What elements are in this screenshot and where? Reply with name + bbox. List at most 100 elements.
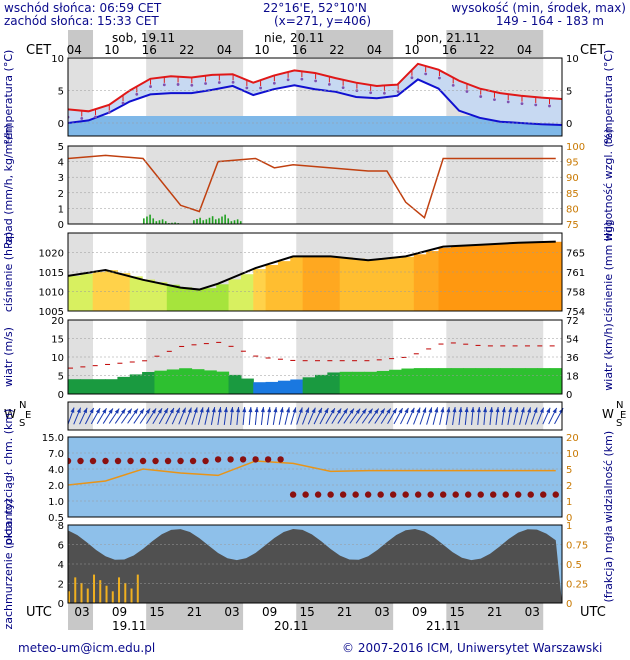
precip-bar bbox=[143, 218, 145, 224]
wind-direction-arrow bbox=[413, 407, 421, 425]
tick-label-left: 3 bbox=[58, 173, 64, 184]
hour-label-top: 10 bbox=[404, 43, 419, 57]
cloud-base-dot bbox=[314, 491, 322, 498]
tick-label-right: 80 bbox=[566, 204, 579, 215]
cloud-layer bbox=[68, 528, 562, 603]
day-label-top-3: pon, 21.11 bbox=[416, 31, 481, 45]
tick-label-left: 5 bbox=[58, 87, 64, 98]
wind-direction-arrow bbox=[519, 407, 525, 425]
day-label-top-1: sob, 19.11 bbox=[112, 31, 175, 45]
cloud-base-dot bbox=[515, 491, 522, 498]
wind-speed-fill bbox=[327, 372, 341, 394]
cloud-base-dot bbox=[189, 457, 197, 465]
wind-speed-fill bbox=[413, 368, 427, 394]
tick-label-left: 1020 bbox=[39, 249, 64, 260]
cloud-base-dot bbox=[214, 456, 222, 463]
pressure-fill bbox=[524, 242, 538, 311]
compass-w-left: W bbox=[4, 407, 16, 421]
perceived-temp-dot bbox=[506, 100, 510, 104]
wind-direction-arrow bbox=[204, 407, 210, 425]
wind-direction-arrow bbox=[248, 406, 253, 426]
wind-direction-arrow bbox=[67, 407, 75, 425]
precip-bar bbox=[193, 220, 195, 224]
compass-s-right: S bbox=[616, 418, 622, 429]
pressure-line bbox=[68, 240, 556, 291]
visibility-line bbox=[68, 460, 556, 486]
wind-direction-arrow bbox=[90, 407, 101, 425]
wind-direction-arrow bbox=[158, 407, 169, 425]
perceived-temp-dot bbox=[451, 83, 455, 87]
footer-copyright: © 2007-2016 ICM, Uniwersytet Warszawski bbox=[342, 641, 602, 655]
compass-s-left: S bbox=[19, 418, 25, 429]
temp-axis-label-right: temperatura (°C) bbox=[602, 50, 615, 145]
wind-direction-arrow bbox=[296, 407, 303, 425]
wind-direction-arrow bbox=[284, 407, 291, 425]
precip-bar bbox=[239, 221, 242, 224]
hour-label-bottom: 03 bbox=[525, 605, 540, 619]
pressure-axis-label-left: ciśnienie (hPa) bbox=[2, 232, 15, 312]
wind-direction-arrow bbox=[152, 408, 163, 424]
wind-direction-arrow bbox=[210, 407, 216, 425]
tick-label-left: 1010 bbox=[39, 288, 64, 299]
wind-direction-arrow bbox=[184, 407, 192, 425]
wind-speed-fill bbox=[80, 379, 94, 394]
pressure-fill bbox=[105, 270, 118, 311]
compass-e-right: E bbox=[620, 410, 626, 421]
precip-bar bbox=[230, 221, 233, 224]
wind-speed-fill bbox=[463, 368, 477, 394]
cloud-base-dot bbox=[552, 491, 559, 498]
wind-speed-fill bbox=[166, 369, 180, 394]
fog-axis-label-right: (frakcja) mgła bbox=[602, 526, 615, 603]
hour-label-top: 16 bbox=[292, 43, 307, 57]
fog-bar bbox=[105, 585, 108, 603]
timezone-top: CET bbox=[26, 43, 51, 58]
wind-speed-fill bbox=[364, 371, 378, 394]
pressure-fill bbox=[253, 269, 267, 311]
wind-direction-arrow bbox=[361, 408, 373, 424]
wind-direction-arrow bbox=[476, 406, 481, 426]
tick-label-right: 0 bbox=[566, 119, 572, 130]
wind-direction-arrow bbox=[79, 407, 88, 425]
perceived-temp-dot bbox=[369, 91, 373, 95]
tick-label-left: 5 bbox=[58, 142, 64, 153]
tick-label-left: 20 bbox=[51, 316, 64, 327]
pressure-fill bbox=[413, 254, 427, 311]
wind-direction-arrow bbox=[445, 407, 451, 425]
wind-direction-arrow bbox=[236, 406, 241, 426]
perceived-temp-dot bbox=[135, 92, 139, 96]
wind-speed-fill bbox=[203, 370, 217, 394]
perceived-temp-dot bbox=[465, 90, 469, 93]
cloud-base-dot bbox=[114, 457, 122, 465]
elevation-label: wysokość (min, środek, max) bbox=[451, 1, 626, 15]
cloud-base-dot bbox=[452, 491, 459, 498]
tick-label-left: 0 bbox=[58, 119, 64, 130]
wind-speed-fill bbox=[475, 368, 489, 394]
tick-label-right: 1 bbox=[566, 521, 572, 532]
pressure-fill bbox=[80, 273, 94, 311]
pressure-fill bbox=[475, 244, 489, 311]
wind-speed-fill bbox=[315, 374, 328, 394]
wind-speed-fill bbox=[339, 371, 353, 394]
tick-label-left: 6 bbox=[58, 541, 64, 552]
tick-label-left: 1015 bbox=[39, 268, 64, 279]
wind-direction-arrow bbox=[406, 407, 415, 425]
precip-bar bbox=[227, 218, 230, 224]
temperature-min-line bbox=[68, 78, 562, 126]
humidity-axis-label-right: wilgotność wzgl. (%) bbox=[602, 129, 615, 242]
wind-direction-arrow bbox=[178, 407, 187, 425]
cloud-base-dot bbox=[89, 457, 97, 465]
precip-bar bbox=[152, 218, 155, 224]
precip-bar bbox=[221, 216, 223, 224]
perceived-temp-dot bbox=[548, 104, 551, 108]
perceived-temp-dot bbox=[300, 77, 304, 81]
precip-bar bbox=[196, 219, 198, 224]
grid-point-text: (x=271, y=406) bbox=[274, 14, 372, 28]
wind-speed-fill bbox=[426, 368, 440, 394]
tick-label-left: 15.0 bbox=[42, 433, 64, 444]
timezone-top-right: CET bbox=[580, 43, 605, 58]
cloud-base-dot bbox=[302, 491, 309, 498]
cloud-base-dot bbox=[465, 491, 472, 498]
pressure-fill bbox=[339, 257, 353, 311]
fog-bar bbox=[124, 582, 127, 603]
tick-label-right: 754 bbox=[566, 307, 585, 318]
